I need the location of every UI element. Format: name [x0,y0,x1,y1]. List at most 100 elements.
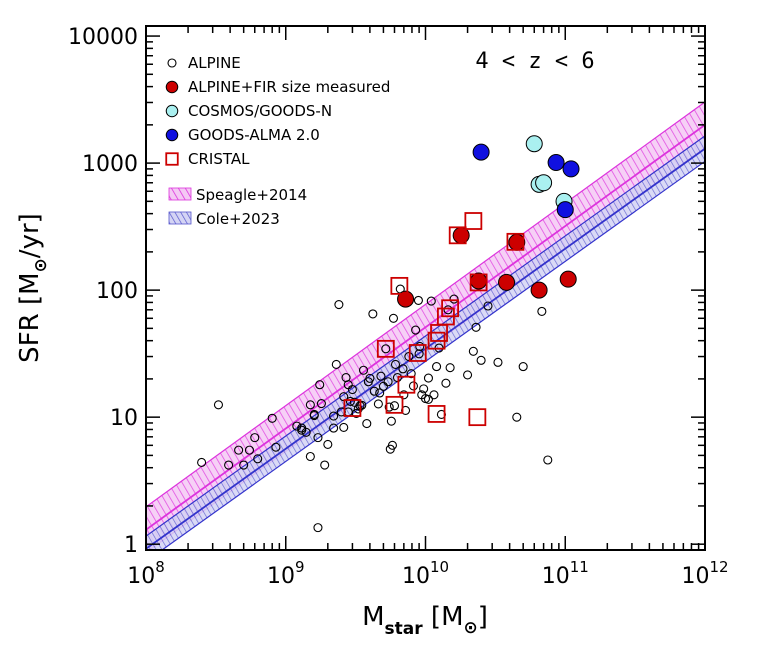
point-alpine-76 [483,301,493,311]
legend-label-0: ALPINE [188,54,241,72]
point-alpine-71 [445,363,455,373]
point-alpine-85 [385,444,395,454]
axis-ticks [145,26,706,550]
relation-upper-1 [146,135,705,537]
legend-band-swatch-0 [168,187,192,201]
point-alpine-21 [323,439,333,449]
point-alpine-65 [429,390,439,400]
point-alpine-93 [399,390,409,400]
point-alpine-70 [443,305,453,315]
point-alpine-82 [329,423,339,433]
point-alpine-73 [463,370,473,380]
point-cristal-6 [427,405,446,423]
point-alpine-75 [476,355,486,365]
point-cristal-14 [506,232,525,251]
legend-label-4: CRISTAL [188,150,250,168]
y-axis-title-unit: M [15,272,45,294]
point-cristal-11 [464,212,483,230]
point-alpine-90 [363,377,373,387]
point-goods-alma-2-0-0 [472,143,490,161]
y-axis-title-main: SFR [15,313,45,363]
legend-label-3: GOODS-ALMA 2.0 [188,126,320,144]
point-cristal-15 [427,331,446,350]
point-alpine-19 [316,398,326,409]
point-alpine-25 [336,407,346,417]
point-cristal-3 [390,276,409,295]
point-alpine-44 [383,377,393,387]
point-cristal-5 [408,344,427,362]
point-alpine-2 [224,460,234,470]
point-alpine-84 [375,388,385,398]
point-alpine-61 [419,384,429,394]
point-alpine-fir-size-measured-3 [498,273,516,291]
point-goods-alma-2-0-3 [562,160,580,178]
point-alpine-41 [376,371,386,381]
legend-label-2: COSMOS/GOODS-N [188,102,332,120]
point-alpine-24 [334,299,344,310]
point-alpine-13 [305,400,315,410]
x-tick-label-4: 1012 [681,558,728,589]
point-alpine-48 [388,313,399,323]
legend-marker-0 [167,58,177,68]
point-alpine-16 [313,433,323,443]
point-alpine-52 [398,364,408,374]
point-alpine-fir-size-measured-5 [530,281,548,299]
point-alpine-4 [239,460,249,470]
legend-marker-1 [165,80,179,94]
point-cristal-2 [385,395,404,414]
point-alpine-55 [406,369,416,379]
point-goods-alma-2-0-2 [556,201,574,219]
point-alpine-36 [362,419,372,429]
point-goods-alma-2-0-1 [547,154,565,172]
point-alpine-92 [339,422,349,432]
point-alpine-7 [253,454,263,464]
point-alpine-87 [423,373,434,383]
redshift-annotation: 4 < z < 6 [475,49,594,74]
point-alpine-56 [408,381,419,391]
point-alpine-8 [267,413,277,423]
point-alpine-3 [234,445,244,455]
point-alpine-66 [432,362,442,372]
point-alpine-23 [331,359,341,369]
point-alpine-40 [373,399,383,409]
x-tick-label-2: 1010 [402,558,449,589]
point-alpine-81 [543,455,553,465]
point-alpine-6 [250,433,260,443]
point-alpine-57 [411,325,421,335]
point-alpine-fir-size-measured-4 [508,233,526,251]
y-tick-label-0: 1 [124,533,138,558]
point-alpine-42 [378,381,388,391]
relation-center-0 [146,124,705,531]
point-alpine-78 [512,412,522,422]
point-alpine-0 [197,457,207,467]
relation-bands [146,101,705,550]
y-tick-label-4: 10000 [68,25,138,50]
data-points [197,135,580,533]
point-alpine-5 [244,445,255,455]
legend-marker-4 [165,152,179,166]
point-alpine-20 [320,460,330,470]
point-alpine-fir-size-measured-0 [397,290,415,308]
point-cosmos-goods-n-0 [525,135,543,153]
point-alpine-fir-size-measured-2 [470,272,488,290]
point-cristal-10 [448,226,467,245]
point-alpine-fir-size-measured-6 [559,270,577,288]
point-alpine-9 [271,442,281,452]
point-alpine-29 [345,396,355,406]
point-alpine-35 [358,365,369,375]
x-axis-title: Mstar [M⊙] [362,602,488,639]
point-alpine-95 [343,407,353,417]
legend-marker-3 [165,128,179,142]
point-alpine-72 [449,294,459,304]
x-axis-title-unit: M [441,602,463,632]
legend-marker-2 [165,104,179,118]
point-alpine-94 [309,410,319,421]
legend-label-1: ALPINE+FIR size measured [188,78,390,96]
point-alpine-59 [415,341,425,352]
point-alpine-69 [441,378,451,388]
point-alpine-77 [493,357,503,367]
point-cristal-4 [397,375,416,394]
point-alpine-22 [329,411,339,421]
x-axis-title-main: M [362,602,384,632]
